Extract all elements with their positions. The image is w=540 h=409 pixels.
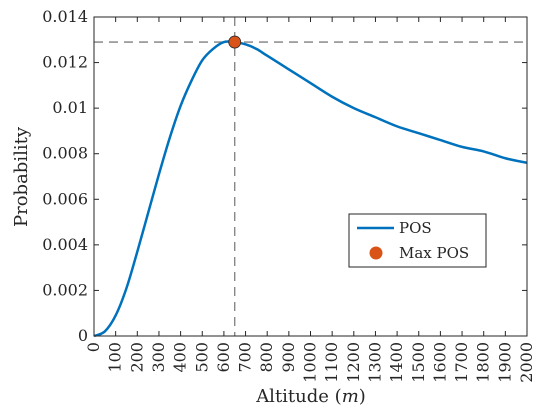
x-tick-label: 200 — [127, 342, 146, 373]
x-tick-label: 400 — [171, 342, 190, 373]
x-tick-label: 1200 — [344, 342, 363, 383]
legend-label-pos: POS — [399, 219, 432, 237]
x-tick-label: 100 — [106, 342, 125, 373]
x-tick-label: 1900 — [495, 342, 514, 383]
x-tick-label: 500 — [192, 342, 211, 373]
legend: POS Max POS — [348, 213, 487, 268]
x-tick-label: 1700 — [452, 342, 471, 383]
x-tick-label: 800 — [257, 342, 276, 373]
y-tick-label: 0.012 — [42, 53, 88, 72]
y-tick-label: 0.004 — [42, 235, 88, 254]
y-tick-label: 0.002 — [42, 280, 88, 299]
x-tick-label: 900 — [279, 342, 298, 373]
y-tick-label: 0 — [78, 326, 88, 345]
x-tick-label: 1500 — [409, 342, 428, 383]
y-axis-label: Probability — [11, 126, 32, 227]
x-tick-label: 1000 — [301, 342, 320, 383]
max-pos-marker — [228, 35, 242, 49]
x-tick-label: 1800 — [474, 342, 493, 383]
x-tick-label: 1100 — [322, 342, 341, 383]
y-tick-label: 0.01 — [52, 98, 88, 117]
legend-marker-swatch — [369, 246, 383, 260]
legend-box — [348, 213, 487, 268]
legend-label-max-pos: Max POS — [399, 244, 469, 262]
x-tick-label: 1400 — [387, 342, 406, 383]
y-tick-label: 0.008 — [42, 144, 88, 163]
x-tick-label: 600 — [214, 342, 233, 373]
series-line-pos — [93, 40, 528, 338]
y-tick-label: 0.014 — [42, 7, 88, 26]
y-tick-label: 0.006 — [42, 189, 88, 208]
x-tick-label: 0 — [84, 342, 103, 352]
x-tick-label: 2000 — [517, 342, 536, 383]
x-tick-label: 1300 — [365, 342, 384, 383]
x-tick-label: 300 — [149, 342, 168, 373]
x-axis-label: Altitude (m) — [255, 386, 366, 407]
x-tick-label: 700 — [236, 342, 255, 373]
x-tick-label: 1600 — [430, 342, 449, 383]
